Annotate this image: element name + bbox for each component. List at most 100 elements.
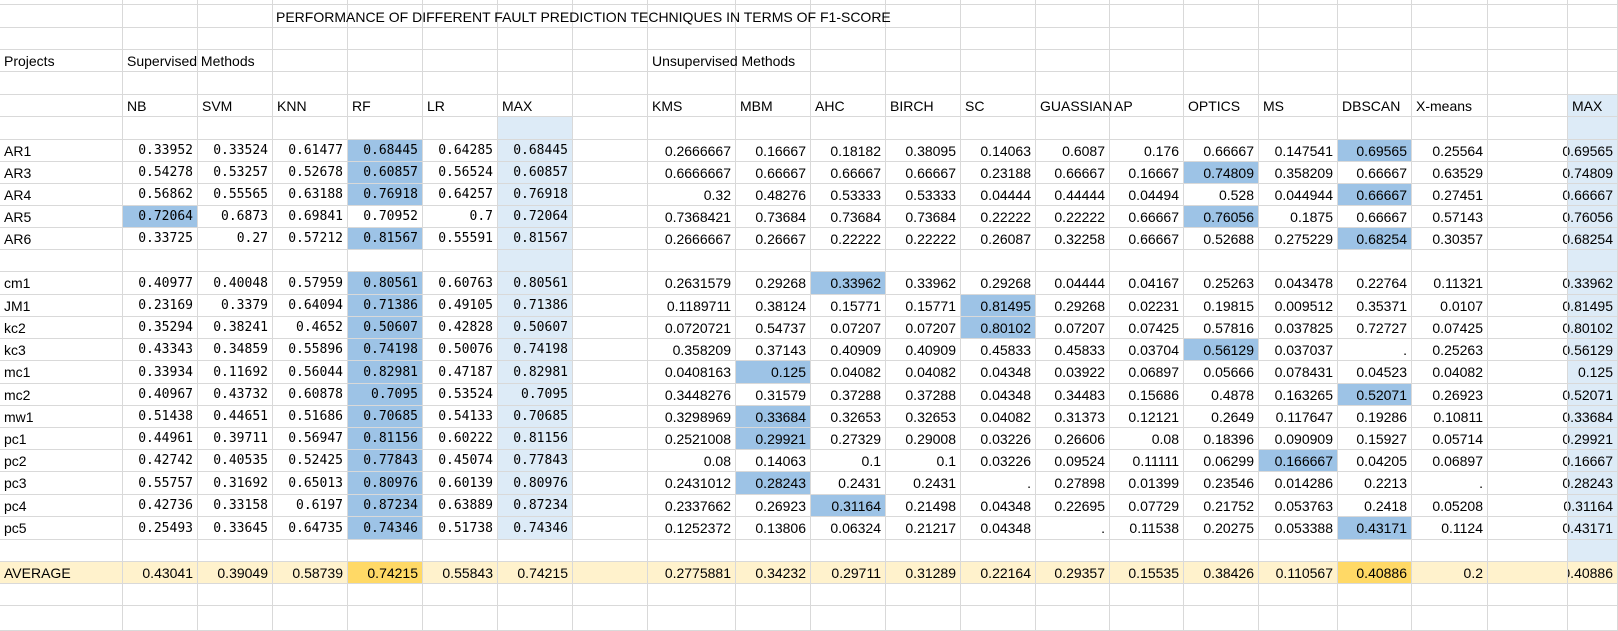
empty-cell[interactable] — [1110, 117, 1184, 140]
unsupervised-value-cell[interactable]: 0.34232 — [736, 562, 811, 584]
empty-cell[interactable] — [423, 5, 498, 28]
project-name[interactable]: mw1 — [0, 406, 123, 428]
project-name[interactable]: kc3 — [0, 339, 123, 361]
unsupervised-value-cell[interactable]: 0.14063 — [736, 450, 811, 472]
unsupervised-value-cell[interactable]: 0.56129 — [1184, 339, 1259, 361]
unsupervised-value-cell[interactable]: 0.25263 — [1184, 272, 1259, 295]
empty-cell[interactable] — [886, 5, 961, 28]
unsupervised-value-cell[interactable]: 0.26667 — [736, 228, 811, 250]
unsupervised-value-cell[interactable]: 0.03922 — [1036, 361, 1110, 384]
unsupervised-value-cell[interactable]: . — [961, 472, 1036, 495]
empty-cell[interactable] — [498, 5, 573, 28]
empty-cell[interactable] — [1568, 5, 1618, 28]
unsupervised-value-cell[interactable]: 0.35371 — [1338, 295, 1412, 317]
empty-cell[interactable] — [273, 72, 348, 95]
unsupervised-value-cell[interactable]: 0.2631579 — [648, 272, 736, 295]
unsupervised-value-cell[interactable]: 0.16667 — [1110, 162, 1184, 184]
supervised-value-cell[interactable]: 0.55591 — [423, 228, 498, 250]
unsupervised-max-cell[interactable]: 0.56129 — [1562, 339, 1618, 361]
supervised-value-cell[interactable]: 0.33934 — [123, 361, 198, 384]
empty-cell[interactable] — [573, 495, 648, 517]
project-name[interactable]: JM1 — [0, 295, 123, 317]
empty-cell[interactable] — [1488, 361, 1568, 384]
unsupervised-value-cell[interactable]: 0.68254 — [1338, 228, 1412, 250]
unsupervised-max-cell[interactable]: 0.80102 — [1562, 317, 1618, 339]
empty-cell[interactable] — [1036, 5, 1110, 28]
supervised-value-cell[interactable]: 0.68445 — [348, 140, 423, 162]
unsupervised-value-cell[interactable]: 0.57143 — [1412, 206, 1488, 228]
unsupervised-value-cell[interactable]: 0.07207 — [1036, 317, 1110, 339]
supervised-value-cell[interactable]: 0.54133 — [423, 406, 498, 428]
unsupervised-value-cell[interactable]: 0.37143 — [736, 339, 811, 361]
empty-cell[interactable] — [273, 540, 348, 562]
empty-cell[interactable] — [348, 540, 423, 562]
supervised-value-cell[interactable]: 0.56044 — [273, 361, 348, 384]
empty-cell[interactable] — [1412, 28, 1488, 50]
supervised-max-cell[interactable]: 0.76918 — [498, 184, 573, 206]
unsupervised-value-cell[interactable]: 0.16667 — [736, 140, 811, 162]
supervised-value-cell[interactable]: 0.42742 — [123, 450, 198, 472]
unsupervised-value-cell[interactable]: 0.52071 — [1338, 384, 1412, 406]
unsupervised-value-cell[interactable]: 0.22222 — [886, 228, 961, 250]
max-column-blank[interactable] — [498, 250, 573, 272]
supervised-value-cell[interactable]: 0.58739 — [273, 562, 348, 584]
unsupervised-max-cell[interactable]: 0.16667 — [1562, 450, 1618, 472]
supervised-value-cell[interactable]: 0.64735 — [273, 517, 348, 540]
unsupervised-value-cell[interactable]: 0.26087 — [961, 228, 1036, 250]
unsupervised-value-cell[interactable]: 0.04082 — [1412, 361, 1488, 384]
empty-cell[interactable] — [1036, 72, 1110, 95]
supervised-methods-header[interactable]: Supervised Methods — [123, 50, 255, 72]
empty-cell[interactable] — [348, 0, 423, 5]
empty-cell[interactable] — [123, 606, 198, 631]
unsupervised-value-cell[interactable]: 0.18396 — [1184, 428, 1259, 450]
empty-cell[interactable] — [198, 50, 273, 72]
empty-cell[interactable] — [198, 584, 273, 606]
empty-cell[interactable] — [811, 28, 886, 50]
unsupervised-value-cell[interactable]: 0.66667 — [1110, 206, 1184, 228]
unsupervised-value-cell[interactable]: 0.2431 — [886, 472, 961, 495]
unsupervised-value-cell[interactable]: 0.34483 — [1036, 384, 1110, 406]
empty-cell[interactable] — [1412, 606, 1488, 631]
empty-cell[interactable] — [573, 428, 648, 450]
empty-cell[interactable] — [648, 606, 736, 631]
empty-cell[interactable] — [573, 450, 648, 472]
unsupervised-value-cell[interactable]: 0.21217 — [886, 517, 961, 540]
empty-cell[interactable] — [648, 0, 736, 5]
empty-cell[interactable] — [886, 584, 961, 606]
supervised-value-cell[interactable]: 0.53257 — [198, 162, 273, 184]
empty-cell[interactable] — [1259, 28, 1338, 50]
empty-cell[interactable] — [961, 72, 1036, 95]
unsupervised-value-cell[interactable]: 0.2775881 — [648, 562, 736, 584]
unsupervised-value-cell[interactable]: 0.29268 — [1036, 295, 1110, 317]
empty-cell[interactable] — [1259, 117, 1338, 140]
unsupervised-value-cell[interactable]: 0.037037 — [1259, 339, 1338, 361]
empty-cell[interactable] — [123, 5, 198, 28]
column-header-guassian[interactable]: GUASSIAN — [1036, 95, 1112, 117]
unsupervised-value-cell[interactable]: 0.04348 — [961, 517, 1036, 540]
supervised-value-cell[interactable]: 0.64257 — [423, 184, 498, 206]
supervised-value-cell[interactable]: 0.61477 — [273, 140, 348, 162]
unsupervised-value-cell[interactable]: 0.72727 — [1338, 317, 1412, 339]
empty-cell[interactable] — [1259, 250, 1338, 272]
empty-cell[interactable] — [1110, 606, 1184, 631]
supervised-max-cell[interactable]: 0.74346 — [498, 517, 573, 540]
empty-cell[interactable] — [573, 517, 648, 540]
empty-cell[interactable] — [886, 0, 961, 5]
supervised-value-cell[interactable]: 0.55757 — [123, 472, 198, 495]
unsupervised-value-cell[interactable]: 0.22222 — [811, 228, 886, 250]
supervised-value-cell[interactable]: 0.74215 — [348, 562, 423, 584]
supervised-value-cell[interactable]: 0.80976 — [348, 472, 423, 495]
unsupervised-value-cell[interactable]: 0.044944 — [1259, 184, 1338, 206]
empty-cell[interactable] — [348, 72, 423, 95]
unsupervised-value-cell[interactable]: 0.07425 — [1110, 317, 1184, 339]
column-header-max[interactable]: MAX — [498, 95, 573, 117]
unsupervised-value-cell[interactable]: 0.2337662 — [648, 495, 736, 517]
supervised-max-cell[interactable]: 0.80561 — [498, 272, 573, 295]
unsupervised-value-cell[interactable]: 0.03704 — [1110, 339, 1184, 361]
unsupervised-value-cell[interactable]: 0.31164 — [811, 495, 886, 517]
unsupervised-value-cell[interactable]: 0.29711 — [811, 562, 886, 584]
unsupervised-value-cell[interactable]: 0.117647 — [1259, 406, 1338, 428]
empty-cell[interactable] — [648, 28, 736, 50]
unsupervised-value-cell[interactable]: 0.06897 — [1412, 450, 1488, 472]
empty-cell[interactable] — [573, 5, 648, 28]
